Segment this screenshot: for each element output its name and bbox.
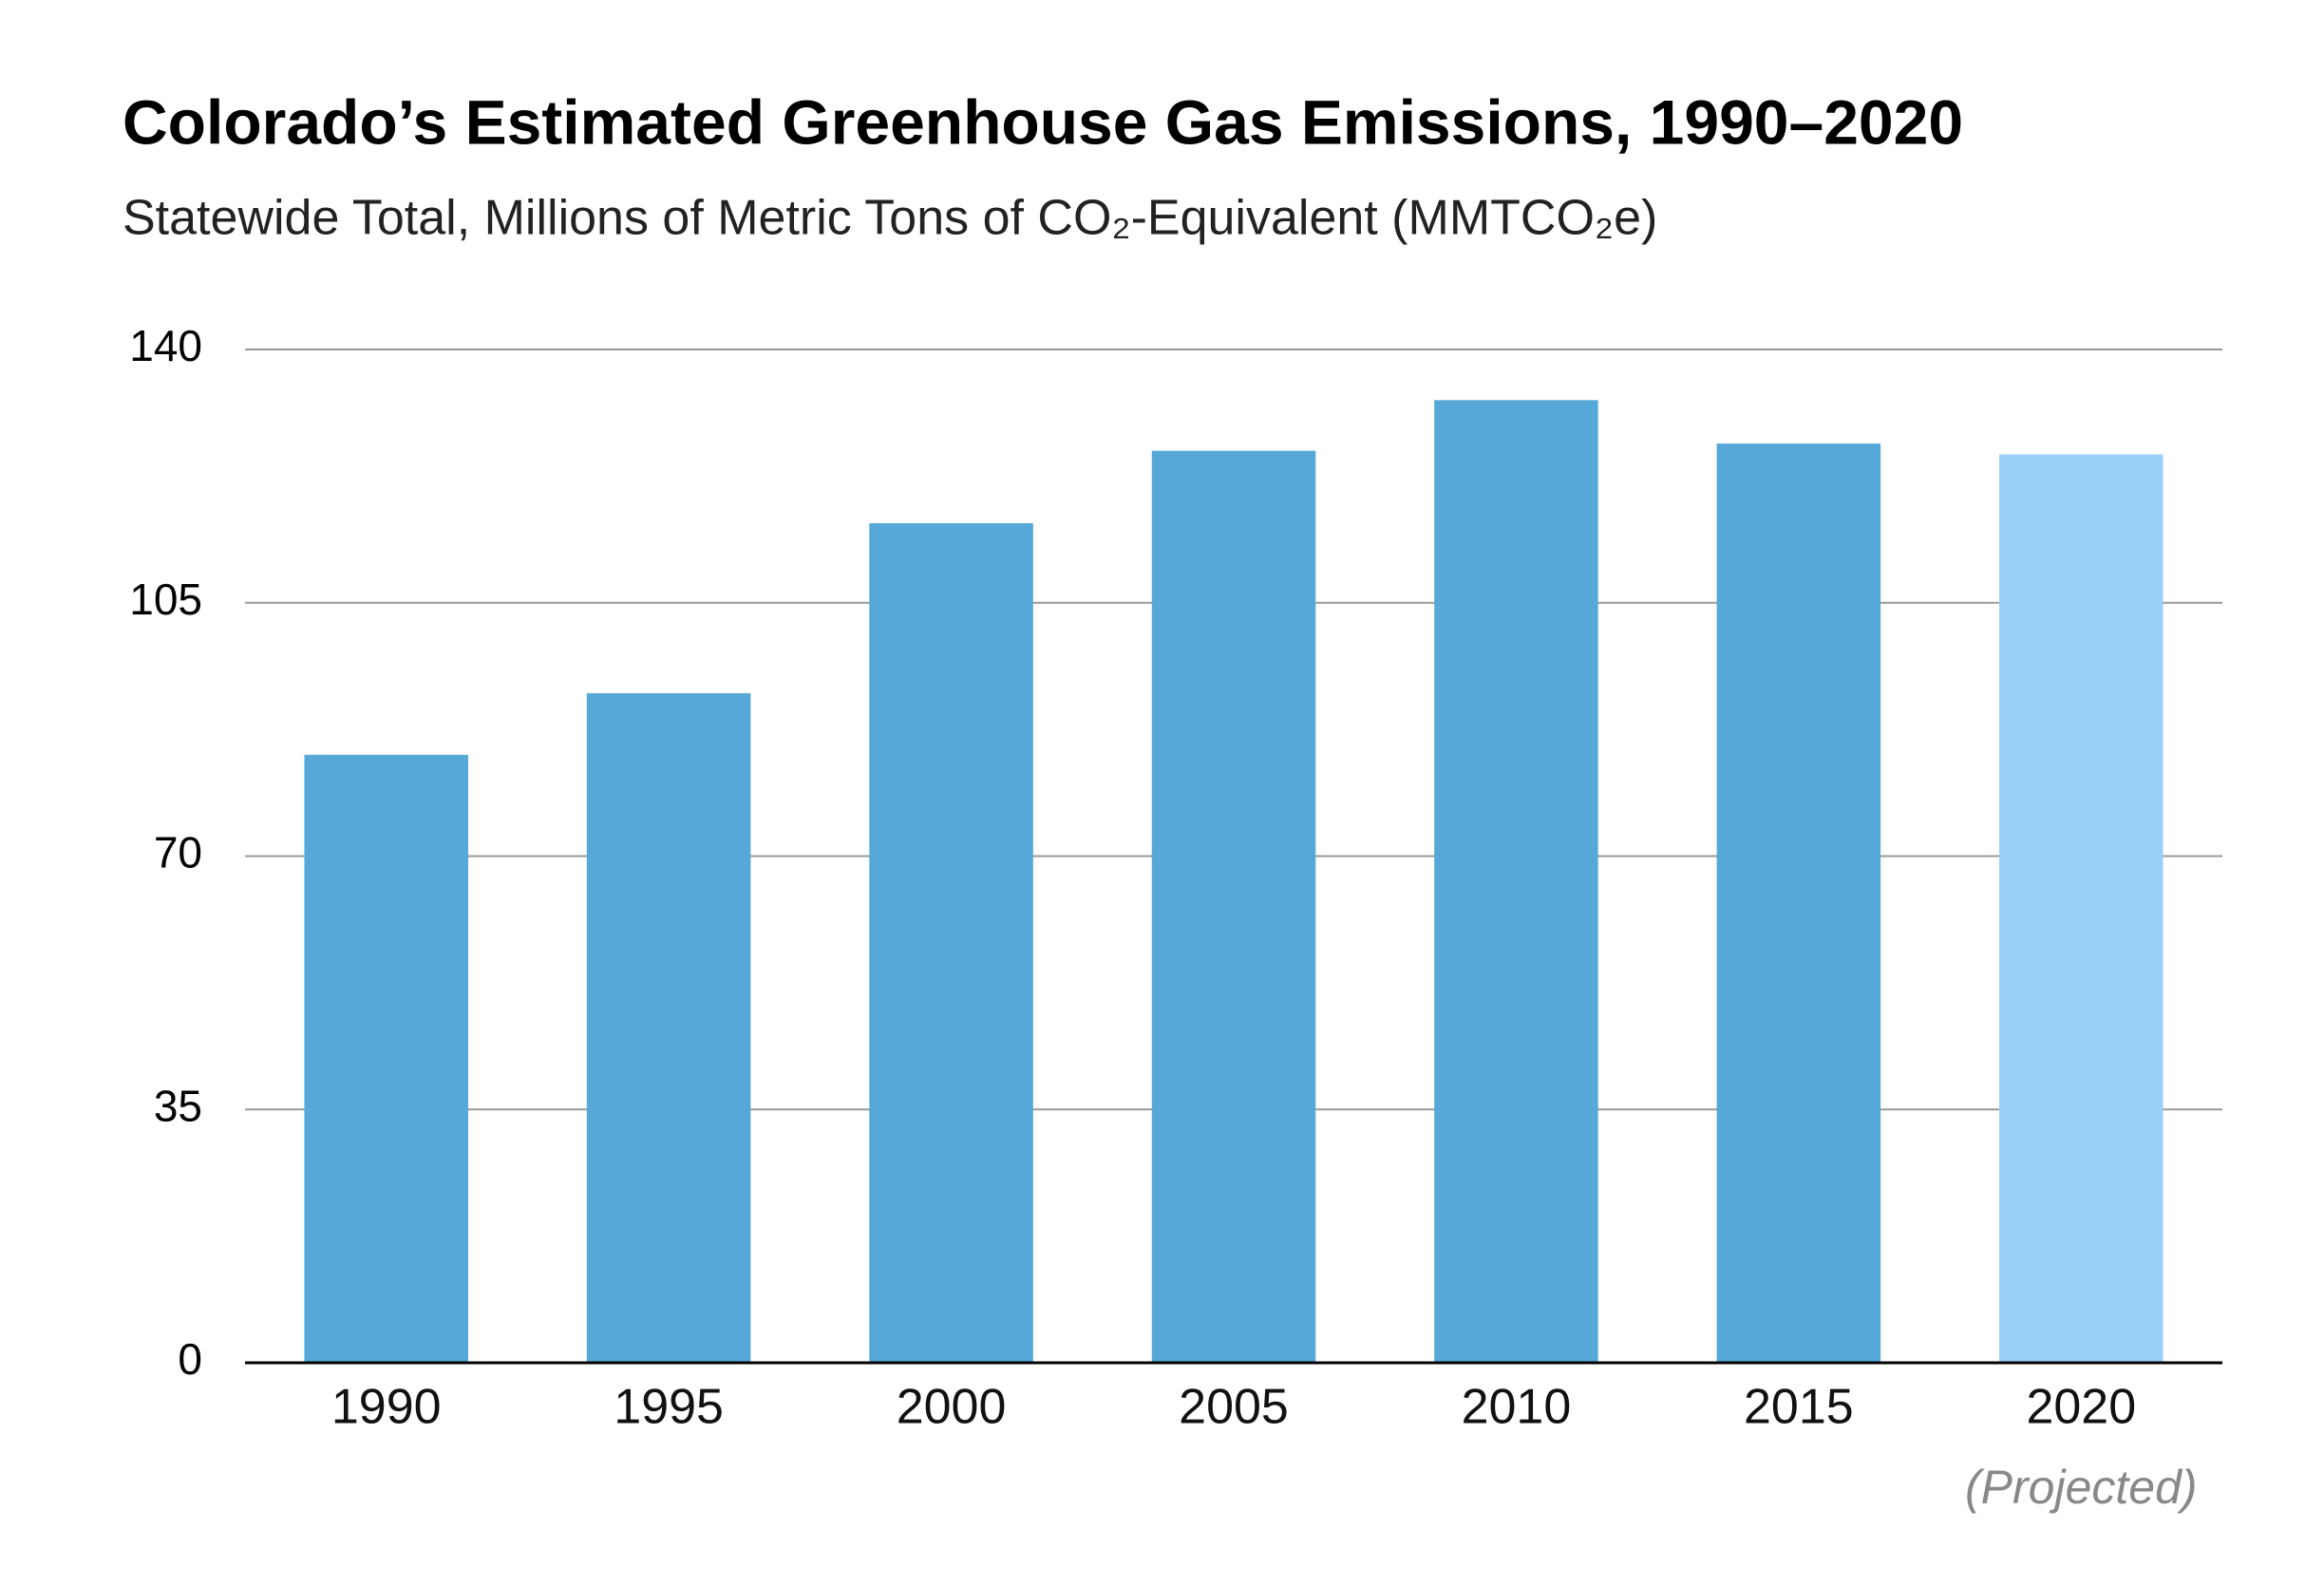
- chart-title: Colorado’s Estimated Greenhouse Gas Emis…: [123, 86, 1963, 157]
- bar: [869, 522, 1033, 1363]
- y-tick-label: 70: [154, 828, 202, 877]
- bar: [1716, 443, 1881, 1363]
- y-tick-label: 35: [154, 1081, 202, 1130]
- bar: [1434, 400, 1598, 1364]
- x-tick-label: 2000: [897, 1380, 1007, 1435]
- x-tick-label: 1990: [331, 1380, 442, 1435]
- y-tick-label: 105: [129, 575, 202, 624]
- x-tick-label: 2005: [1179, 1380, 1289, 1435]
- x-tick-label: 1995: [614, 1380, 724, 1435]
- x-tick-label: 2020: [2026, 1380, 2136, 1435]
- x-tick-label: 2010: [1462, 1380, 1572, 1435]
- chart-subtitle: Statewide Total, Millions of Metric Tons…: [123, 191, 1657, 246]
- x-tick-label: 2015: [1744, 1380, 1854, 1435]
- bar: [1151, 450, 1316, 1363]
- bar: [586, 693, 751, 1363]
- bar: [1999, 454, 2163, 1363]
- y-tick-label: 140: [129, 321, 202, 370]
- annotation: (Projected): [1965, 1461, 2198, 1514]
- bar: [304, 754, 468, 1363]
- y-tick-label: 0: [178, 1334, 202, 1384]
